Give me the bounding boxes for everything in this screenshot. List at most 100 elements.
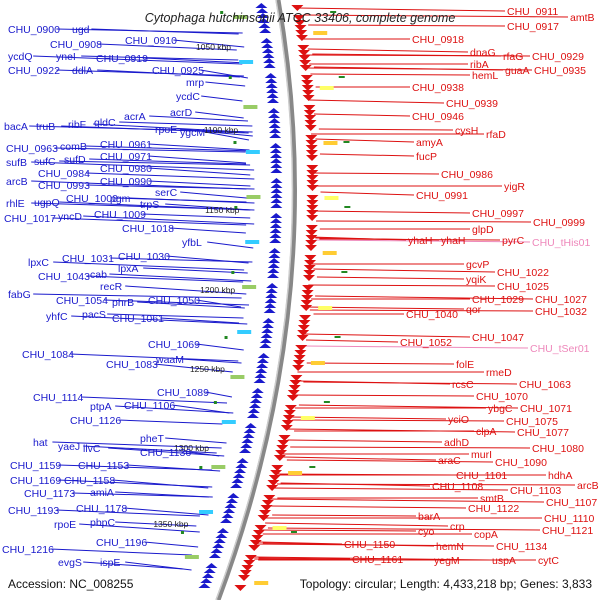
gene-label-right[interactable]: CHU_1077 bbox=[517, 427, 569, 439]
gene-label-left[interactable]: CHU_1018 bbox=[122, 223, 174, 235]
reverse-gene-arrow[interactable] bbox=[210, 548, 223, 553]
reverse-gene-arrow[interactable] bbox=[260, 333, 273, 338]
gene-label-right[interactable]: hdhA bbox=[548, 470, 573, 482]
forward-gene-arrow[interactable] bbox=[305, 135, 318, 141]
forward-gene-arrow[interactable] bbox=[306, 205, 319, 211]
forward-gene-arrow[interactable] bbox=[280, 425, 293, 431]
gene-label-left[interactable]: CHU_1083 bbox=[106, 359, 158, 371]
forward-gene-arrow[interactable] bbox=[268, 475, 281, 481]
gene-label-left[interactable]: waaM bbox=[155, 354, 184, 366]
gene-label-right[interactable]: CHU_1080 bbox=[532, 443, 584, 455]
reverse-gene-arrow[interactable] bbox=[262, 318, 275, 323]
gene-label-right[interactable]: smtB bbox=[480, 493, 504, 505]
forward-gene-arrow[interactable] bbox=[273, 455, 286, 461]
gene-label-right[interactable]: cyo bbox=[418, 526, 435, 538]
gene-label-right[interactable]: copA bbox=[474, 529, 498, 541]
gene-label-right[interactable]: CHU_1103 bbox=[510, 485, 561, 497]
reverse-gene-arrow[interactable] bbox=[248, 403, 261, 408]
gene-label-left[interactable]: CHU_1126 bbox=[70, 415, 121, 427]
gene-label-left[interactable]: ycdQ bbox=[8, 51, 33, 63]
reverse-gene-arrow[interactable] bbox=[267, 268, 280, 273]
forward-gene-arrow[interactable] bbox=[301, 290, 314, 296]
forward-gene-arrow[interactable] bbox=[254, 525, 267, 531]
gene-label-left[interactable]: recR bbox=[100, 281, 123, 293]
gene-label-left[interactable]: ugpQ bbox=[34, 197, 60, 209]
gene-label-left[interactable]: pacS bbox=[82, 309, 106, 321]
gene-label-right[interactable]: qor bbox=[466, 304, 482, 316]
forward-gene-arrow[interactable] bbox=[305, 240, 318, 246]
gene-label-left[interactable]: phrB bbox=[112, 297, 134, 309]
forward-gene-arrow[interactable] bbox=[293, 355, 306, 361]
reverse-gene-arrow[interactable] bbox=[215, 533, 228, 538]
reverse-gene-arrow[interactable] bbox=[261, 328, 274, 333]
forward-gene-arrow[interactable] bbox=[302, 95, 315, 101]
forward-gene-arrow[interactable] bbox=[305, 225, 318, 231]
gene-label-right[interactable]: glpD bbox=[472, 224, 494, 236]
forward-gene-arrow[interactable] bbox=[263, 495, 276, 501]
gene-label-left[interactable]: sufD bbox=[64, 154, 86, 166]
gene-label-left[interactable]: yneI bbox=[56, 51, 76, 63]
forward-gene-arrow[interactable] bbox=[306, 200, 319, 206]
gene-label-left[interactable]: ilvC bbox=[83, 443, 101, 455]
gene-label-right[interactable]: rmeD bbox=[486, 367, 512, 379]
gene-label-right[interactable]: yegM bbox=[434, 555, 460, 567]
gene-label-right[interactable]: crp bbox=[450, 521, 465, 533]
gene-label-left[interactable]: CHU_0963 bbox=[6, 143, 58, 155]
forward-gene-arrow[interactable] bbox=[294, 25, 307, 31]
reverse-gene-arrow[interactable] bbox=[201, 573, 214, 578]
gene-label-left[interactable]: CHU_1043 bbox=[38, 271, 90, 283]
forward-gene-arrow[interactable] bbox=[304, 260, 317, 266]
gene-label-left[interactable]: CHU_0984 bbox=[38, 168, 90, 180]
gene-label-left[interactable]: CHU_1158 bbox=[64, 475, 115, 487]
forward-gene-arrow[interactable] bbox=[275, 450, 288, 456]
forward-gene-arrow[interactable] bbox=[306, 210, 319, 216]
reverse-gene-arrow[interactable] bbox=[240, 443, 253, 448]
gene-label-right[interactable]: CHU_0946 bbox=[412, 111, 464, 123]
gene-label-left[interactable]: CHU_1030 bbox=[118, 251, 170, 263]
gene-label-left[interactable]: yncD bbox=[58, 211, 82, 223]
gene-label-right[interactable]: CHU_1107 bbox=[546, 497, 597, 509]
reverse-gene-arrow[interactable] bbox=[270, 188, 283, 193]
gene-label-right[interactable]: pyrC bbox=[502, 235, 525, 247]
gene-label-right[interactable]: cysH bbox=[455, 125, 478, 137]
forward-gene-arrow[interactable] bbox=[237, 575, 250, 581]
gene-label-left[interactable]: CHU_1089 bbox=[157, 387, 209, 399]
forward-gene-arrow[interactable] bbox=[299, 65, 312, 71]
gene-label-right[interactable]: rcsC bbox=[452, 379, 474, 391]
gene-label-right[interactable]: CHU_1134 bbox=[496, 541, 547, 553]
reverse-gene-arrow[interactable] bbox=[247, 408, 260, 413]
reverse-gene-arrow[interactable] bbox=[264, 298, 277, 303]
reverse-gene-arrow[interactable] bbox=[264, 303, 277, 308]
forward-gene-arrow[interactable] bbox=[302, 285, 315, 291]
gene-label-left[interactable]: rpoE bbox=[54, 519, 76, 531]
reverse-gene-arrow[interactable] bbox=[267, 108, 280, 113]
gene-label-right[interactable]: CHU_1101 bbox=[456, 470, 507, 482]
reverse-gene-arrow[interactable] bbox=[267, 263, 280, 268]
forward-gene-arrow[interactable] bbox=[288, 385, 301, 391]
reverse-gene-arrow[interactable] bbox=[230, 483, 243, 488]
gene-label-right[interactable]: CHU_1022 bbox=[497, 267, 549, 279]
forward-gene-arrow[interactable] bbox=[304, 245, 317, 251]
reverse-gene-arrow[interactable] bbox=[242, 433, 255, 438]
reverse-gene-arrow[interactable] bbox=[269, 148, 282, 153]
gene-label-left[interactable]: acrD bbox=[170, 107, 193, 119]
gene-label-left[interactable]: CHU_0919 bbox=[96, 53, 148, 65]
reverse-gene-arrow[interactable] bbox=[256, 8, 269, 13]
reverse-gene-arrow[interactable] bbox=[256, 358, 269, 363]
reverse-gene-arrow[interactable] bbox=[250, 393, 263, 398]
gene-label-left[interactable]: CHU_1054 bbox=[56, 295, 108, 307]
forward-gene-arrow[interactable] bbox=[294, 350, 307, 356]
reverse-gene-arrow[interactable] bbox=[270, 178, 283, 183]
gene-label-right[interactable]: CHU_1110 bbox=[544, 513, 595, 525]
gene-label-left[interactable]: CHU_0908 bbox=[50, 39, 102, 51]
gene-label-left[interactable]: ycdC bbox=[176, 91, 200, 103]
gene-label-left[interactable]: CHU_1136 bbox=[140, 447, 191, 459]
gene-label-right[interactable]: CHU_1090 bbox=[495, 457, 547, 469]
reverse-gene-arrow[interactable] bbox=[264, 73, 277, 78]
forward-gene-arrow[interactable] bbox=[298, 320, 311, 326]
reverse-gene-arrow[interactable] bbox=[269, 133, 282, 138]
reverse-gene-arrow[interactable] bbox=[261, 43, 274, 48]
gene-label-left[interactable]: pbpC bbox=[90, 517, 116, 529]
gene-label-left[interactable]: CHU_1061 bbox=[112, 313, 164, 325]
gene-label-left[interactable]: CHU_1009 bbox=[94, 209, 146, 221]
